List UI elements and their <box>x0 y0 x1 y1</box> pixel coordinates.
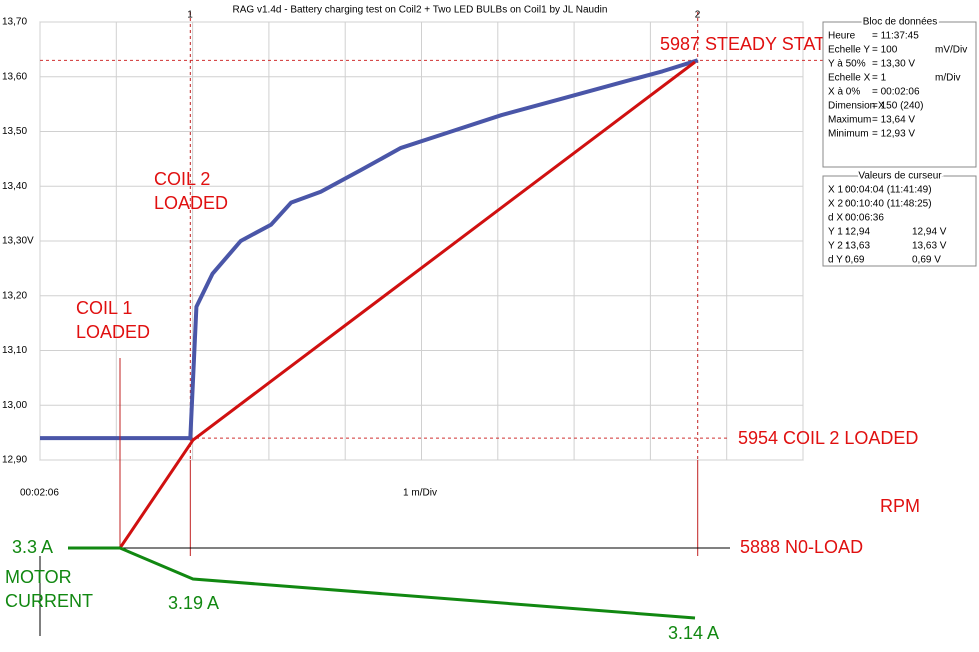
y-tick-label: 12,90 <box>2 455 27 466</box>
x-scale-label: 1 m/Div <box>403 488 437 499</box>
y-tick-label: 13,70 <box>2 17 27 28</box>
rpm-line <box>118 60 696 549</box>
panel-cell: = 11:37:45 <box>872 31 919 42</box>
panel-cell: 0,69 <box>845 255 865 266</box>
y-tick-label: 13,40 <box>2 181 27 192</box>
panel-cell: Dimension X <box>828 101 885 112</box>
panel-cell: 12,94 V <box>912 227 947 238</box>
y-tick-label: 13,30V <box>2 236 34 247</box>
voltage-line <box>40 58 699 441</box>
annotation: COIL 2 <box>154 169 210 189</box>
annotation: MOTOR <box>5 567 72 587</box>
annotation: 5954 COIL 2 LOADED <box>738 428 918 448</box>
panel-cell: = 13,30 V <box>872 59 915 70</box>
panel-cell: Echelle X <box>828 73 871 84</box>
y-tick-label: 13,60 <box>2 71 27 82</box>
cursor-label: 2 <box>695 10 701 21</box>
annotation: 3.3 A <box>12 537 53 557</box>
panel-box <box>822 175 977 267</box>
panel-cell: Y à 50% <box>828 59 866 70</box>
annotation: LOADED <box>76 322 150 342</box>
panel-cell: = 00:02:06 <box>872 87 920 98</box>
panel-title: Valeurs de curseur <box>858 171 942 182</box>
panel-cell: X 1 : <box>828 185 849 196</box>
y-tick-label: 13,50 <box>2 126 27 137</box>
panel-cell: Y 1 : <box>828 227 848 238</box>
annotation: 5888 N0-LOAD <box>740 537 863 557</box>
panel-cell: Minimum <box>828 129 869 140</box>
y-tick-label: 13,20 <box>2 290 27 301</box>
annotation: CURRENT <box>5 591 93 611</box>
y-tick-label: 13,10 <box>2 345 27 356</box>
annotation: COIL 1 <box>76 298 132 318</box>
panel-cell: 0,69 V <box>912 255 941 266</box>
panel-box <box>822 21 977 168</box>
panel-cell: mV/Div <box>935 45 967 56</box>
panel-cell: 00:06:36 <box>845 213 884 224</box>
chart-title: RAG v1.4d - Battery charging test on Coi… <box>233 5 608 16</box>
panel-cell: 12,94 <box>845 227 870 238</box>
panel-title: Bloc de données <box>863 17 938 28</box>
panel-cell: 00:04:04 (11:41:49) <box>845 185 932 196</box>
cursor-label: 1 <box>187 10 193 21</box>
y-tick-label: 13,00 <box>2 400 27 411</box>
panel-cell: = 12,93 V <box>872 129 915 140</box>
current-line <box>68 546 696 620</box>
x-start-label: 00:02:06 <box>20 488 59 499</box>
panel-cell: Y 2 : <box>828 241 848 252</box>
panel-cell: X à 0% <box>828 87 860 98</box>
panel-cell: = 150 (240) <box>872 101 923 112</box>
panel-cell: X 2 : <box>828 199 849 210</box>
annotation: RPM <box>880 496 920 516</box>
panel-cell: Maximum <box>828 115 871 126</box>
panel-cell: m/Div <box>935 73 961 84</box>
panel-cell: 00:10:40 (11:48:25) <box>845 199 932 210</box>
panel-cell: d X : <box>828 213 849 224</box>
annotation: 3.14 A <box>668 623 719 643</box>
panel-cell: d Y : <box>828 255 848 266</box>
annotation: 3.19 A <box>168 593 219 613</box>
panel-cell: Echelle Y <box>828 45 870 56</box>
annotation: LOADED <box>154 193 228 213</box>
panel-cell: = 100 <box>872 45 898 56</box>
panel-cell: = 1 <box>872 73 887 84</box>
panel-cell: 13,63 <box>845 241 870 252</box>
panel-cell: = 13,64 V <box>872 115 915 126</box>
panel-cell: 13,63 V <box>912 241 947 252</box>
panel-cell: Heure <box>828 31 856 42</box>
